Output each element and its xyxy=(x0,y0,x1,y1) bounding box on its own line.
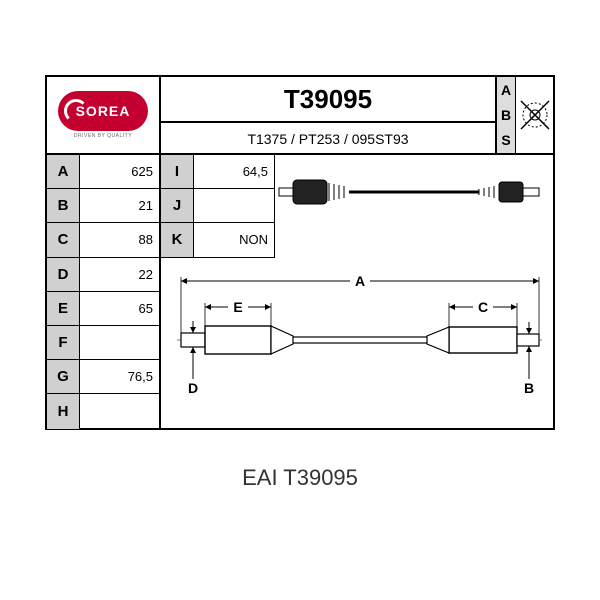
spec-table-primary: A625B21C88D22E65FG76,5H xyxy=(47,155,161,428)
spec-sheet: SOREA DRIVEN BY QUALITY T39095 T1375 / P… xyxy=(45,75,555,430)
spec-value: 625 xyxy=(80,155,161,188)
spec-label: F xyxy=(47,326,80,359)
spec-row: D22 xyxy=(47,258,161,292)
abs-letter: B xyxy=(501,107,511,123)
spec-row: E65 xyxy=(47,292,161,326)
brand-badge: SOREA xyxy=(58,91,148,131)
part-number-alt: T1375 / PT253 / 095ST93 xyxy=(161,123,495,155)
svg-text:A: A xyxy=(355,273,365,289)
brand-logo-box: SOREA DRIVEN BY QUALITY xyxy=(47,77,161,155)
spec-row: G76,5 xyxy=(47,360,161,394)
spec-label: D xyxy=(47,258,80,291)
spec-value: 21 xyxy=(80,189,161,222)
spec-row: C88 xyxy=(47,223,161,257)
abs-box: A B S xyxy=(497,77,553,155)
spec-value: 65 xyxy=(80,292,161,325)
spec-label: B xyxy=(47,189,80,222)
brand-arc-icon xyxy=(64,99,88,123)
spec-label: C xyxy=(47,223,80,256)
spec-value xyxy=(80,326,161,359)
technical-drawing: A E C D B xyxy=(161,155,553,429)
spec-value: 88 xyxy=(80,223,161,256)
spec-row: B21 xyxy=(47,189,161,223)
spec-row: H xyxy=(47,394,161,428)
spec-row: A625 xyxy=(47,155,161,189)
title-box: T39095 T1375 / PT253 / 095ST93 xyxy=(161,77,497,155)
spec-label: G xyxy=(47,360,80,393)
spec-row: F xyxy=(47,326,161,360)
abs-letter: S xyxy=(501,132,510,148)
abs-ring-icon xyxy=(516,77,553,153)
spec-label: H xyxy=(47,394,80,428)
svg-text:D: D xyxy=(188,380,198,396)
abs-letter: A xyxy=(501,82,511,98)
part-number-main: T39095 xyxy=(161,77,495,123)
spec-label: E xyxy=(47,292,80,325)
caption: EAI T39095 xyxy=(0,465,600,491)
spec-value xyxy=(80,394,161,428)
drawing-canvas: A E C D B xyxy=(161,155,553,428)
spec-value: 76,5 xyxy=(80,360,161,393)
svg-text:C: C xyxy=(478,299,488,315)
abs-letters: A B S xyxy=(497,77,516,153)
spec-value: 22 xyxy=(80,258,161,291)
svg-text:B: B xyxy=(524,380,534,396)
svg-text:E: E xyxy=(233,299,242,315)
spec-label: A xyxy=(47,155,80,188)
brand-tagline: DRIVEN BY QUALITY xyxy=(74,133,132,139)
caption-code: T39095 xyxy=(283,465,358,490)
caption-brand: EAI xyxy=(242,465,277,490)
